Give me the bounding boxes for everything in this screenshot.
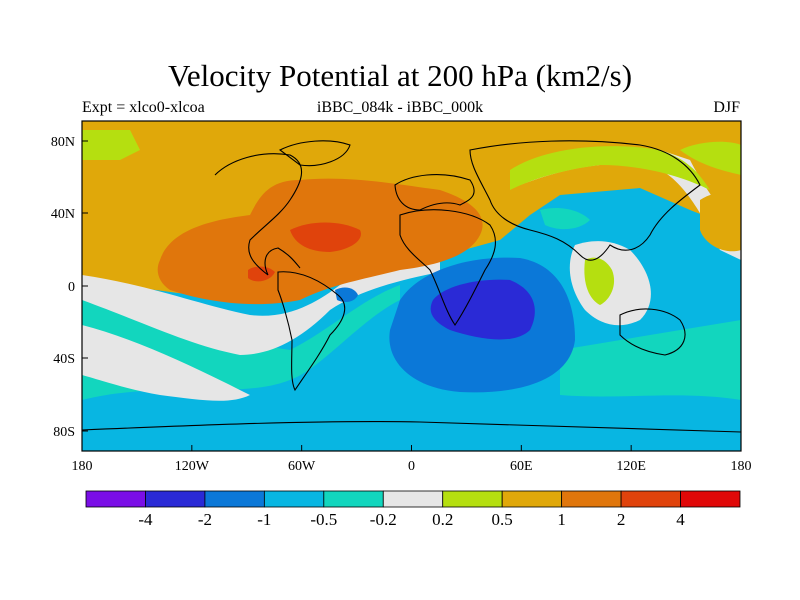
colorbar-label: 4 [676, 510, 685, 529]
colorbar-label: -0.5 [310, 510, 338, 529]
colorbar-swatch [145, 490, 206, 508]
field-deepblue-africa [430, 279, 535, 340]
colorbar-label: 0.2 [432, 510, 454, 529]
x-tick-label: 60W [288, 459, 316, 474]
x-tick-label: 120W [175, 459, 210, 474]
colorbar [85, 490, 741, 508]
x-tick-label: 180 [731, 459, 752, 474]
colorbar-label: 2 [616, 510, 626, 529]
field-neutral-pacific [82, 262, 440, 355]
colorbar-swatch [680, 490, 741, 508]
season-label: DJF [713, 99, 740, 116]
contour-field [82, 121, 741, 451]
coast-north-america [214, 153, 302, 276]
field-red-caribbean [290, 222, 361, 252]
colorbar-swatch [382, 490, 444, 508]
colorbar-swatch [561, 490, 622, 508]
coast-africa [399, 209, 496, 326]
x-axis: 180 120W 60W 0 60E 120E 180 [72, 445, 752, 474]
x-tick-label: 180 [72, 459, 93, 474]
y-tick-label: 0 [68, 280, 75, 295]
y-tick-label: 40S [53, 352, 75, 367]
x-tick-label: 60E [510, 459, 533, 474]
coast-greenland [278, 140, 351, 167]
colorbar-label: 0.5 [491, 510, 513, 529]
y-axis: 80N 40N 0 40S 80S [51, 135, 88, 440]
colorbar-label: 1 [557, 510, 566, 529]
y-tick-label: 80S [53, 425, 75, 440]
field-green-northeast [680, 141, 741, 175]
field-red-panama [248, 266, 275, 282]
coast-europe [394, 174, 475, 211]
colorbar-swatch [323, 490, 384, 508]
colorbar-label: -2 [197, 510, 212, 529]
colorbar-label: -4 [138, 510, 153, 529]
field-green-northwest-corner [82, 130, 140, 160]
colorbar-swatch [620, 490, 681, 508]
x-tick-label: 120E [616, 459, 646, 474]
colorbar-label: -1 [257, 510, 272, 529]
comparison-label: iBBC_084k - iBBC_000k [316, 99, 484, 116]
coast-south-america [277, 271, 346, 392]
y-tick-label: 80N [51, 135, 75, 150]
field-teal-southeast [560, 320, 741, 400]
field-teal-asia [540, 208, 590, 230]
field-green-northwest [510, 146, 710, 190]
x-tick-label: 0 [408, 459, 415, 474]
field-orange-eastpacific [700, 191, 741, 252]
field-green-indonesia [584, 257, 615, 305]
coast-australia [619, 308, 686, 356]
plot-title: Velocity Potential at 200 hPa (km2/s) [167, 58, 633, 93]
colorbar-swatch [442, 490, 503, 508]
colorbar-swatch [263, 490, 325, 508]
colorbar-swatch [501, 490, 563, 508]
y-tick-label: 40N [51, 207, 75, 222]
coast-asia [469, 140, 701, 261]
experiment-label: Expt = xlco0-xlcoa [82, 99, 205, 116]
field-neutral-southpacific [82, 325, 250, 401]
colorbar-swatch [85, 490, 146, 508]
coast-antarctica [82, 420, 741, 433]
colorbar-swatch [204, 490, 265, 508]
coastlines [82, 140, 741, 433]
colorbar-label: -0.2 [369, 510, 397, 529]
